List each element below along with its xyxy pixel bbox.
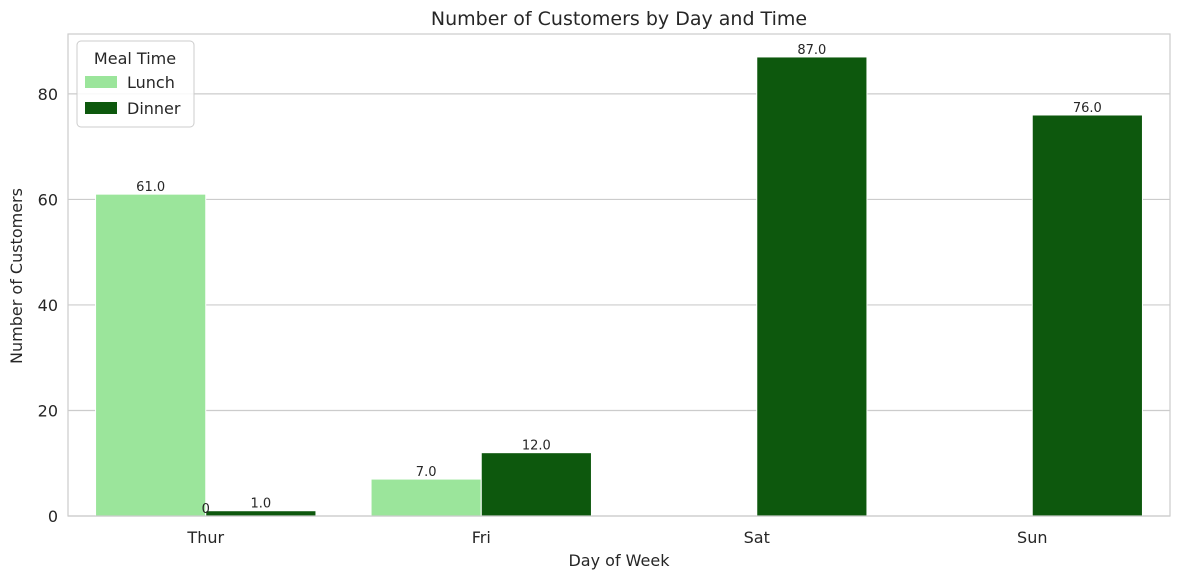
bar-lunch-fri (370, 478, 482, 517)
x-tick-label: Fri (472, 528, 491, 547)
data-label: 1.0 (251, 497, 272, 512)
x-tick-label: Sun (1017, 528, 1047, 547)
data-label: 0 (202, 502, 210, 517)
data-label: 76.0 (1073, 101, 1102, 116)
x-tick-label: Sat (744, 528, 770, 547)
legend: Meal Time Lunch Dinner (76, 40, 195, 128)
y-tick-label: 20 (38, 401, 58, 420)
gridlines (68, 93, 1170, 517)
data-label: 87.0 (797, 43, 826, 58)
data-label: 12.0 (522, 439, 551, 454)
legend-swatch-lunch (85, 76, 117, 88)
data-label: 7.0 (416, 465, 437, 480)
y-tick-label: 80 (38, 85, 58, 104)
legend-title: Meal Time (94, 49, 176, 68)
legend-label-dinner: Dinner (127, 99, 181, 118)
bar-dinner-sat (756, 56, 868, 517)
y-tick-label: 40 (38, 296, 58, 315)
y-tick-label: 60 (38, 190, 58, 209)
bar-lunch-thur (95, 193, 207, 517)
chart-title: Number of Customers by Day and Time (431, 8, 807, 30)
bar-dinner-sun (1031, 114, 1143, 517)
y-axis-label: Number of Customers (7, 188, 26, 364)
legend-swatch-dinner (85, 102, 117, 114)
bars (95, 56, 1143, 517)
data-labels: 61.0 7.0 1.0 12.0 87.0 76.0 0 (136, 43, 1102, 517)
y-tick-label: 0 (48, 507, 58, 526)
legend-label-lunch: Lunch (127, 73, 175, 92)
x-tick-label: Thur (186, 528, 224, 547)
bar-dinner-fri (480, 452, 592, 517)
data-label: 61.0 (136, 180, 165, 195)
y-axis-ticks: 0 20 40 60 80 (38, 85, 58, 526)
x-axis-label: Day of Week (568, 551, 670, 570)
x-axis-ticks: Thur Fri Sat Sun (186, 528, 1047, 547)
plot-frame (67, 33, 1171, 517)
